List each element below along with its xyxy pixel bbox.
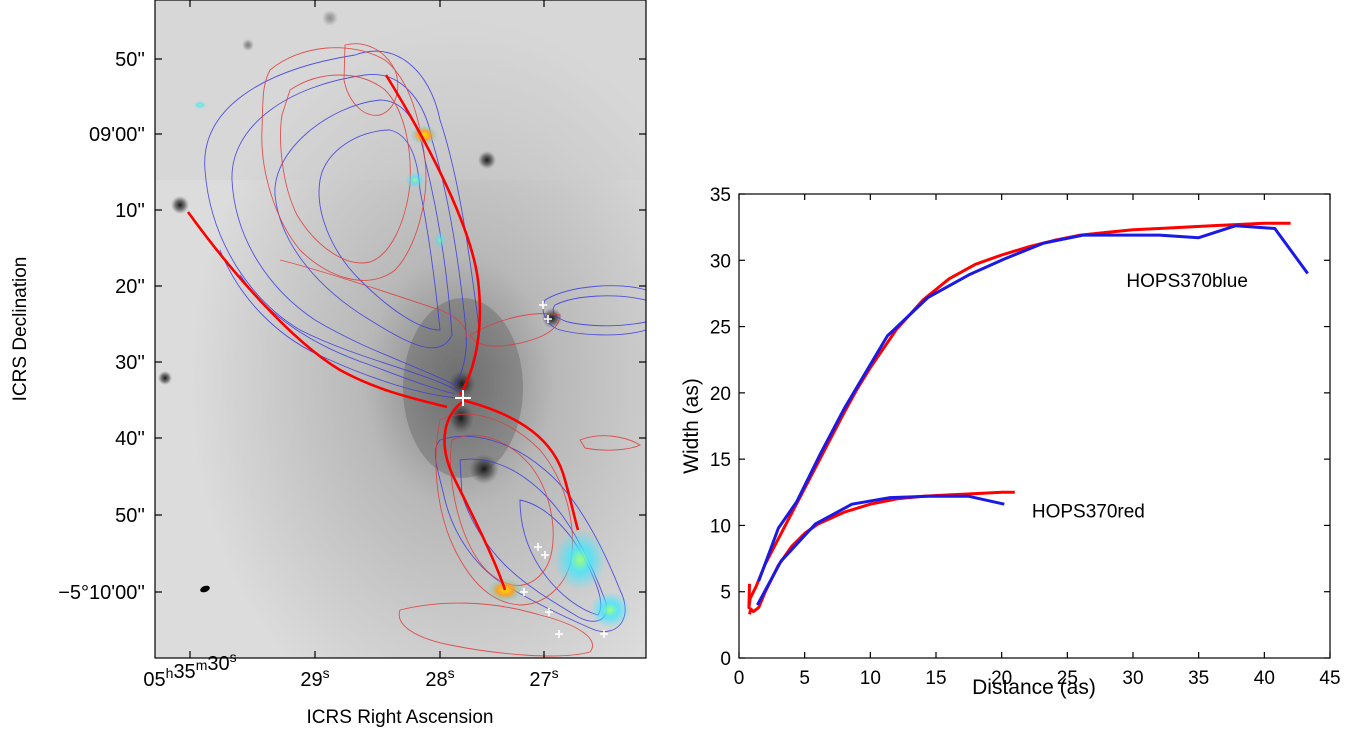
x-tick-label: 10 <box>860 668 881 689</box>
ra-tick-labels: 05h35m30s 29s 28s 27s <box>143 649 558 691</box>
ra-tick-label: 29s <box>300 665 329 691</box>
x-tick-label: 30 <box>1122 668 1143 689</box>
star-spot <box>322 10 338 26</box>
plot-annotations: HOPS370blue HOPS370red <box>1032 271 1248 523</box>
emission-patch <box>554 530 606 590</box>
star-spot <box>171 196 189 214</box>
ra-tick-label: 28s <box>425 665 454 691</box>
y-tick-label: 5 <box>720 583 731 604</box>
emission-patch <box>405 172 425 188</box>
y-tick-label: 15 <box>710 450 731 471</box>
red-contours <box>261 43 641 657</box>
outflow-fit-curves <box>186 74 580 591</box>
emission-patch <box>434 232 446 248</box>
ra-tick-label: 05h35m30s <box>143 649 236 691</box>
blue-data-line <box>757 224 1309 582</box>
source-marker <box>541 551 549 559</box>
dec-axis-label: ICRS Declination <box>10 257 31 402</box>
x-tick-label: 40 <box>1254 668 1275 689</box>
source-marker <box>539 301 547 309</box>
x-axis-label: Distance (as) <box>972 676 1096 699</box>
x-tick-label: 45 <box>1319 668 1340 689</box>
blue-lobe-fit-right <box>384 74 482 396</box>
red-data-line <box>756 494 1005 606</box>
dec-tick-label: 09'00'' <box>89 124 145 146</box>
blue-lobe-fit-left <box>186 211 448 409</box>
protostar-marker <box>455 390 471 406</box>
dec-tick-label: 40'' <box>115 428 145 450</box>
image-tick-marks <box>155 0 646 658</box>
y-tick-labels: 0 5 10 15 20 25 30 35 <box>710 185 731 670</box>
source-marker <box>545 608 553 616</box>
width-distance-plot: 0 5 10 15 20 25 30 35 40 45 0 5 10 15 20 25 30 35 HOPS37… <box>680 185 1341 699</box>
y-tick-label: 30 <box>710 251 731 272</box>
series-annotation: HOPS370blue <box>1126 271 1247 292</box>
ra-axis-label: ICRS Right Ascension <box>307 707 494 728</box>
source-marker <box>600 630 608 638</box>
x-tick-label: 5 <box>799 668 810 689</box>
image-band <box>155 0 646 180</box>
star-spot <box>478 151 496 169</box>
dec-tick-label: 50'' <box>115 49 145 71</box>
y-tick-label: 25 <box>710 318 731 339</box>
x-tick-label: 35 <box>1188 668 1209 689</box>
dec-tick-label: −5°10'00'' <box>58 582 145 604</box>
ra-tick-label: 27s <box>529 665 558 691</box>
plot-tick-marks <box>738 193 1331 659</box>
plot-series <box>747 221 1309 615</box>
image-frame <box>154 0 647 659</box>
sky-image-panel: 50'' 09'00'' 10'' 20'' 30'' 40'' 50'' −5°10'00'… <box>10 0 647 728</box>
y-axis-label: Width (as) <box>680 378 703 474</box>
dec-tick-label: 10'' <box>115 200 145 222</box>
x-tick-label: 25 <box>1057 668 1078 689</box>
source-dark-spot <box>469 454 499 484</box>
emission-patch <box>194 101 206 109</box>
x-tick-labels: 0 5 10 15 20 25 30 35 40 45 <box>734 668 1341 689</box>
y-tick-label: 20 <box>710 384 731 405</box>
star-spot <box>242 39 254 51</box>
dec-tick-label: 20'' <box>115 276 145 298</box>
y-tick-label: 10 <box>710 516 731 537</box>
x-tick-label: 0 <box>734 668 745 689</box>
source-markers <box>455 301 608 638</box>
red-lobe-fit-left <box>443 400 507 591</box>
y-tick-label: 0 <box>720 649 731 670</box>
star-spot <box>158 371 172 385</box>
plot-frame <box>738 193 1331 659</box>
dec-tick-label: 50'' <box>115 505 145 527</box>
source-marker <box>534 543 542 551</box>
source-marker <box>544 315 552 323</box>
star-spot <box>542 308 562 328</box>
x-tick-label: 20 <box>991 668 1012 689</box>
series-annotation: HOPS370red <box>1032 501 1145 522</box>
source-marker <box>520 588 528 596</box>
beam-ellipse <box>200 585 210 593</box>
source-marker <box>555 630 563 638</box>
y-tick-label: 35 <box>710 185 731 206</box>
x-tick-label: 15 <box>925 668 946 689</box>
sky-image <box>155 0 646 658</box>
emission-patch <box>590 592 630 628</box>
source-dark-spot <box>448 402 474 434</box>
dec-tick-label: 30'' <box>115 352 145 374</box>
blue-fit-line <box>747 221 1291 610</box>
red-lobe-fit-right <box>461 398 580 531</box>
dec-tick-labels: 50'' 09'00'' 10'' 20'' 30'' 40'' 50'' −5°10'00'… <box>58 49 145 604</box>
